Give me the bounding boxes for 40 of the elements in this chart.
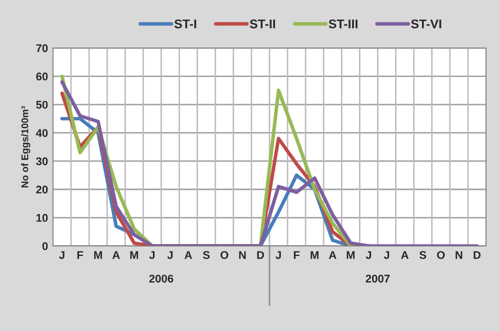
y-tick-label: 30 [36,157,48,166]
line-series [60,80,479,246]
x-tick-label: S [202,251,210,259]
x-tick-label: N [239,251,246,259]
x-tick-label: D [474,251,481,259]
x-tick-label: A [328,251,336,259]
y-tick-label: 40 [36,129,48,137]
y-tick-label: 70 [36,44,48,52]
x-tick-label: S [419,251,426,259]
x-tick-label: J [59,251,64,259]
text: 2006 [149,274,174,283]
y-axis-title: No of Eggs/100m³ [21,106,30,188]
legend-label: ST-II [250,19,276,28]
y-tick-label: 20 [36,186,48,194]
x-tick-label: N [456,251,462,259]
text: 2007 [366,274,390,283]
x-tick-label: A [112,251,120,259]
y-tick-label: 50 [36,100,48,109]
x-tick-label: F [294,251,300,259]
x-tick-label: J [167,251,173,259]
x-tick-label: F [77,251,84,259]
x-tick-label: M [130,251,138,259]
x-tick-label: A [401,251,409,259]
y-tick-label: 0 [42,242,48,250]
legend-label: ST-I [174,19,196,28]
legend-label: ST-III [328,19,358,28]
x-tick-label: M [310,251,318,259]
x-tick-label: M [94,251,102,259]
y-tick-label: 10 [36,214,48,222]
x-tick-label: M [346,251,355,259]
x-tick-label: O [437,251,445,259]
x-tick-label: D [257,251,264,259]
x-tick-label: J [276,251,281,259]
y-tick-label: 60 [36,72,48,80]
x-tick-label: J [384,251,390,259]
legend-label: ST-VI [411,19,442,28]
x-tick-label: O [220,251,228,259]
x-tick-label: J [366,251,372,259]
x-tick-label: A [184,251,192,259]
x-tick-label: J [149,251,155,259]
